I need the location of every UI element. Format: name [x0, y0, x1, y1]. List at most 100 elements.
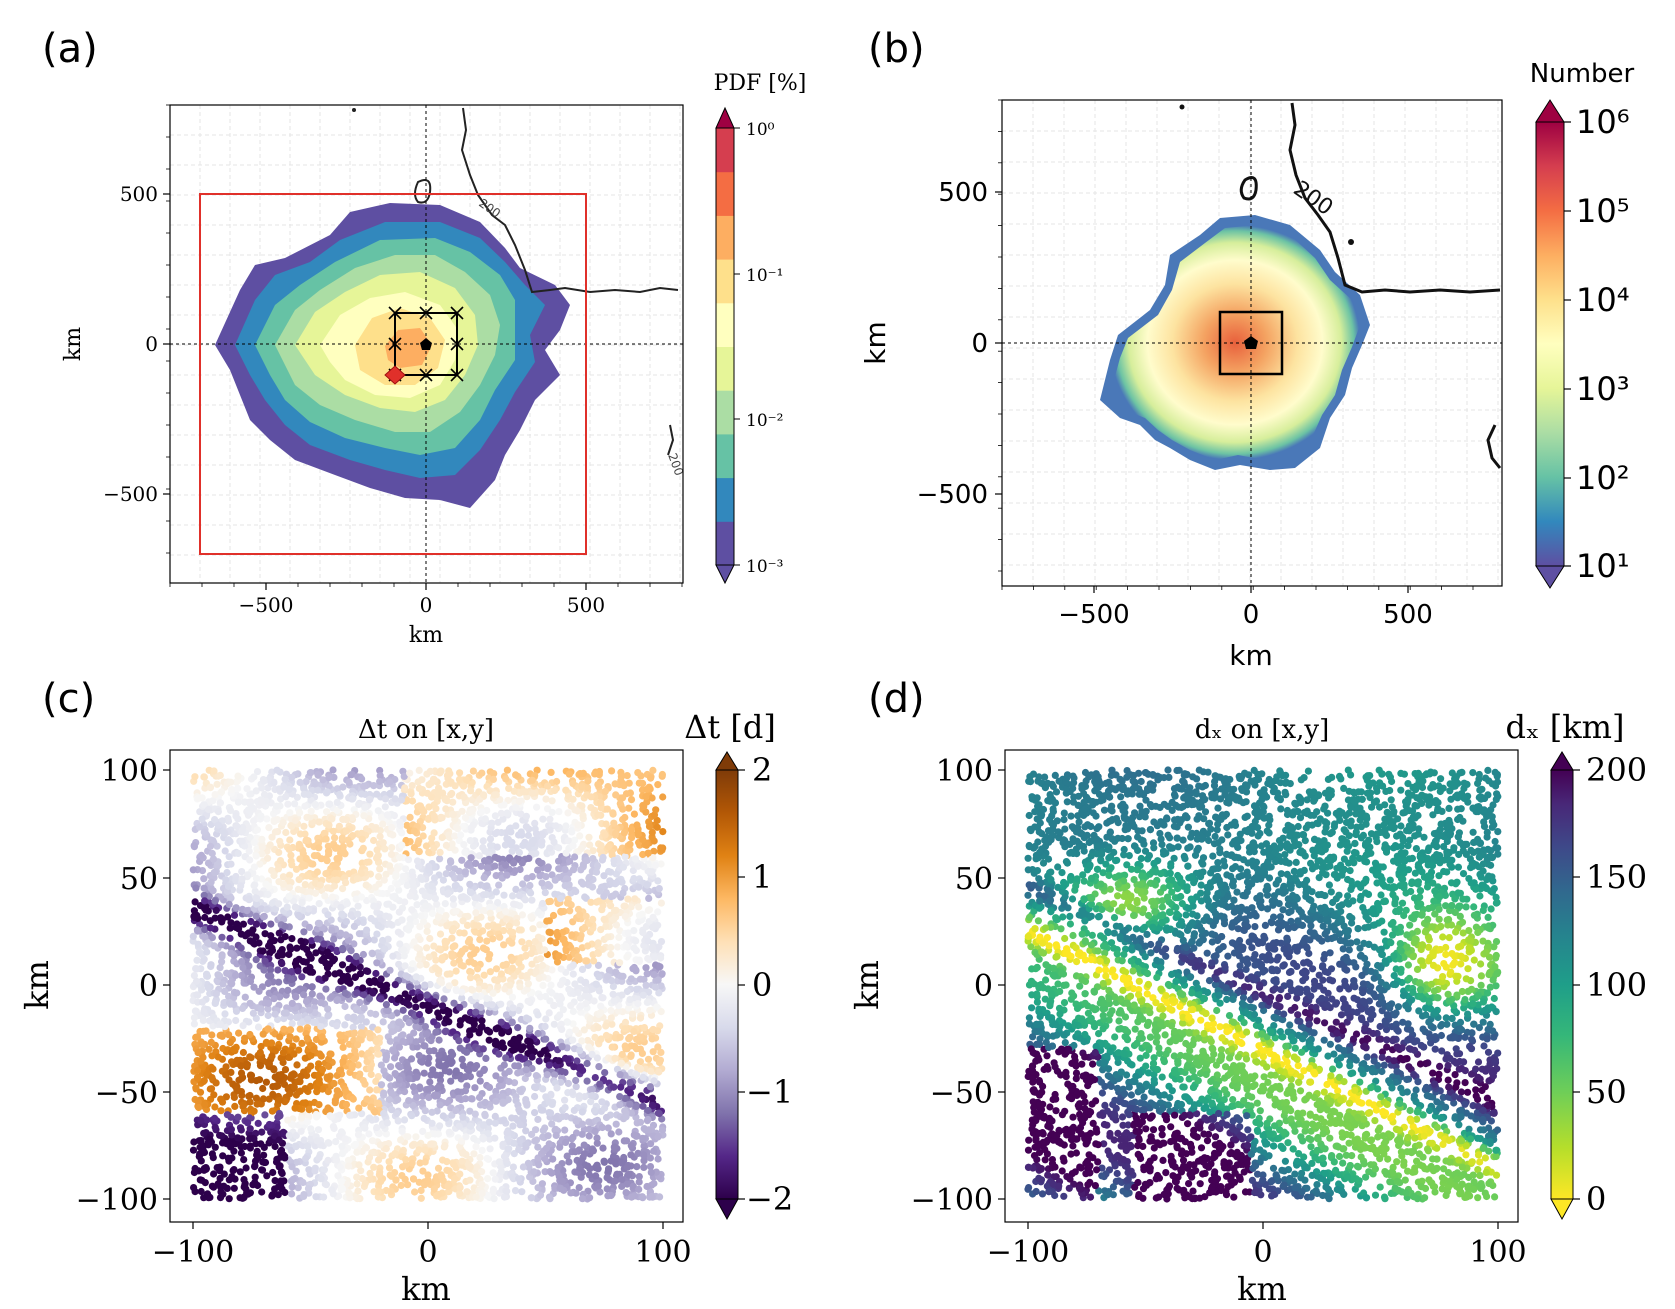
scatter-point	[469, 842, 478, 850]
scatter-point	[200, 1008, 208, 1016]
scatter-point	[463, 1188, 471, 1196]
scatter-point	[639, 850, 647, 859]
scatter-point	[564, 1018, 572, 1026]
release-point-marker	[419, 306, 433, 320]
scatter-point	[448, 840, 456, 848]
scatter-point	[639, 1194, 647, 1202]
scatter-point	[459, 917, 467, 925]
scatter-point	[442, 870, 450, 878]
scatter-point	[400, 873, 408, 881]
scatter-point	[388, 823, 396, 832]
scatter-point	[207, 961, 215, 969]
scatter-point	[426, 767, 434, 776]
x-axis-label: km	[1229, 639, 1273, 672]
scatter-point	[655, 885, 663, 893]
scatter-point	[600, 915, 608, 923]
scatter-point	[503, 809, 511, 817]
scatter-point	[628, 834, 636, 842]
scatter-point	[395, 952, 403, 960]
scatter-point	[477, 1003, 485, 1012]
scatter-point	[595, 1063, 603, 1071]
scatter-point	[201, 897, 209, 905]
scatter-point	[425, 1047, 433, 1055]
scatter-point	[249, 1181, 257, 1189]
scatter-point	[627, 903, 635, 911]
scatter-point	[373, 1099, 381, 1107]
scatter-point	[413, 944, 421, 952]
scatter-point	[204, 984, 212, 992]
scatter-point	[317, 1038, 325, 1046]
scatter-point	[288, 935, 296, 943]
scatter-point	[629, 965, 637, 973]
scatter-point	[370, 782, 378, 790]
scatter-point	[306, 953, 314, 961]
scatter-point	[436, 848, 444, 857]
scatter-point	[632, 937, 640, 945]
scatter-point	[654, 1133, 662, 1141]
scatter-point	[380, 1109, 388, 1118]
scatter-point	[388, 1012, 396, 1020]
scatter-point	[460, 929, 468, 937]
scatter-point	[648, 1101, 657, 1110]
scatter-point	[532, 1084, 540, 1092]
scatter-point	[472, 922, 480, 930]
scatter-point	[355, 930, 363, 938]
scatter-point	[600, 892, 608, 900]
scatter-point	[328, 993, 336, 1001]
scatter-point	[567, 1002, 575, 1010]
scatter-point	[415, 784, 423, 793]
scatter-point	[257, 798, 265, 806]
scatter-point	[505, 1067, 513, 1075]
scatter-point	[648, 794, 656, 802]
scatter-point	[225, 1195, 233, 1203]
scatter-point	[199, 1016, 207, 1024]
scatter-point	[410, 1029, 418, 1037]
scatter-point	[591, 770, 599, 778]
scatter-point	[618, 1159, 626, 1167]
scatter-point	[447, 1077, 455, 1085]
scatter-point	[587, 1098, 595, 1106]
scatter-point	[338, 961, 347, 969]
scatter-point	[348, 814, 356, 822]
scatter-point	[230, 1166, 238, 1174]
scatter-point	[362, 967, 370, 975]
scatter-point	[597, 842, 605, 850]
scatter-point	[657, 899, 666, 907]
scatter-point	[600, 1158, 609, 1166]
scatter-point	[251, 1162, 259, 1170]
scatter-point	[218, 952, 226, 961]
scatter-point	[616, 1033, 624, 1041]
scatter-point	[566, 857, 574, 865]
scatter-point	[491, 812, 499, 820]
scatter-point	[485, 1118, 493, 1126]
scatter-point	[339, 815, 347, 824]
scatter-point	[221, 987, 229, 996]
scatter-point	[237, 1149, 245, 1157]
scatter-point	[644, 998, 653, 1006]
scatter-point	[391, 1150, 399, 1158]
scatter-point	[313, 868, 321, 876]
scatter-point	[230, 1147, 238, 1155]
panel-c-scatter	[189, 766, 667, 1203]
scatter-point	[398, 829, 406, 837]
scatter-point	[529, 925, 537, 933]
scatter-point	[276, 993, 284, 1001]
scatter-point	[533, 803, 541, 811]
scatter-point	[591, 1074, 599, 1082]
scatter-point	[371, 883, 379, 891]
scatter-point	[293, 1061, 301, 1069]
scatter-point	[450, 959, 458, 967]
scatter-point	[636, 975, 645, 983]
scatter-point	[200, 904, 209, 912]
scatter-point	[521, 952, 530, 960]
scatter-point	[546, 844, 554, 852]
scatter-point	[358, 1110, 366, 1118]
scatter-point	[212, 1079, 220, 1087]
scatter-point	[436, 1122, 444, 1130]
scatter-point	[508, 993, 517, 1001]
scatter-point	[334, 996, 342, 1004]
scatter-point	[633, 1035, 641, 1043]
scatter-point	[343, 900, 351, 908]
scatter-point	[562, 1138, 570, 1146]
scatter-point	[542, 1015, 550, 1023]
